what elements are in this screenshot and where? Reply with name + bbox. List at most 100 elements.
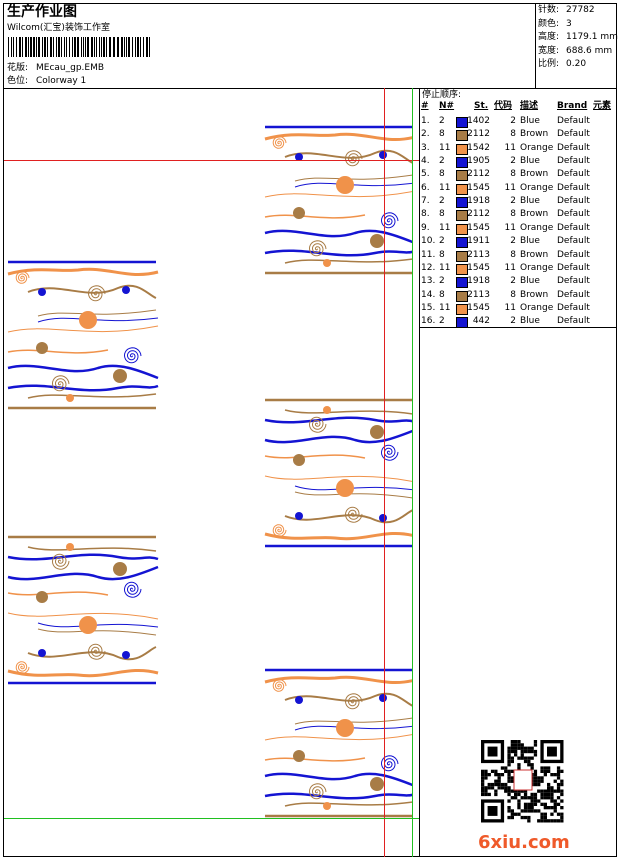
stitch-dot (293, 207, 305, 219)
qr-cell (517, 799, 521, 803)
qr-cell (547, 789, 551, 793)
stitch-line (284, 801, 412, 807)
qr-finder (487, 806, 498, 816)
qr-cell (530, 809, 534, 813)
row-index: 16. (421, 316, 436, 327)
qr-cell (487, 786, 491, 790)
stitch-dot (66, 543, 74, 551)
stitch-dot (122, 286, 130, 294)
stitch-line (15, 661, 30, 674)
color-swatch (456, 317, 468, 329)
stat-value: 27782 (566, 5, 595, 15)
stat-label: 比例: (538, 59, 560, 69)
description: Brown (520, 249, 549, 260)
stitch-dot (379, 514, 387, 522)
qr-cell (543, 789, 547, 793)
qr-finder (480, 740, 505, 764)
sequence-title: 停止顺序: (422, 90, 462, 100)
qr-cell (527, 819, 531, 823)
stitch-dot (336, 479, 354, 497)
qr-cell (560, 819, 564, 823)
bar (13, 37, 14, 57)
stitch-line (7, 364, 159, 380)
bar (99, 37, 100, 57)
stitches: 1545 (467, 302, 490, 313)
bar (140, 37, 141, 57)
qr-cell (560, 799, 564, 803)
qr-cell (520, 815, 524, 820)
stitch-line (51, 375, 70, 392)
qr-cell (481, 792, 485, 797)
stitch-line (37, 628, 157, 636)
qr-cell (537, 776, 541, 780)
qr-cell (510, 809, 514, 813)
qr-cell (550, 796, 554, 800)
stitch-line (264, 191, 412, 198)
needle: 2 (439, 236, 445, 247)
qr-cell (507, 779, 511, 783)
qr-logo (513, 769, 533, 791)
qr-cell (553, 799, 557, 803)
qr-cell (510, 812, 514, 816)
qr-cell (500, 786, 505, 790)
qr-cell (507, 799, 511, 803)
qr-cell (543, 792, 547, 797)
stitch-line (294, 491, 412, 499)
qr-cell (527, 763, 531, 767)
stitches: 1911 (467, 236, 490, 247)
qr-cell (514, 789, 518, 793)
code: 2 (510, 156, 516, 167)
qr-cell (520, 809, 524, 813)
qr-cell (550, 819, 554, 823)
qr-cell (533, 799, 538, 803)
watermark: 6xiu.com (478, 832, 570, 853)
qr-cell (481, 769, 485, 773)
stitches: 2113 (467, 249, 490, 260)
qr-cell (494, 789, 498, 793)
stat-label: 高度: (538, 32, 560, 42)
qr-cell (523, 789, 528, 793)
stitch-line (87, 285, 106, 302)
code: 11 (504, 182, 516, 193)
qr-cell (517, 756, 521, 760)
bar (47, 37, 48, 57)
qr-cell (543, 806, 547, 810)
bar (117, 37, 119, 57)
qr-cell (520, 743, 524, 747)
bar (124, 37, 125, 57)
row-index: 5. (421, 169, 430, 180)
stitch-dot (293, 750, 305, 762)
description: Blue (520, 156, 540, 167)
qr-cell (514, 743, 518, 747)
qr-cell (507, 806, 511, 810)
color-swatch (456, 170, 468, 182)
stitch-dot (336, 719, 354, 737)
column-header: 代码 (494, 101, 513, 111)
code: 11 (504, 302, 516, 313)
stitch-line (7, 267, 159, 276)
qr-finder (487, 746, 498, 757)
qr-cell (507, 769, 511, 773)
qr-cell (556, 766, 561, 770)
bar (149, 37, 150, 57)
qr-cell (556, 789, 561, 793)
description: Orange (520, 262, 554, 273)
stat-label: 颜色: (538, 18, 560, 29)
stitch-line (87, 643, 106, 660)
stitch-line (272, 136, 287, 149)
barcode (8, 37, 150, 57)
stitch-dot (38, 649, 46, 657)
studio: Wilcom(汇宝)装饰工作室 (7, 23, 110, 33)
qr-cell (507, 759, 511, 764)
qr-cell (514, 792, 518, 797)
qr-cell (507, 809, 511, 813)
code: 11 (504, 142, 516, 153)
row-index: 2. (421, 129, 430, 140)
bar (25, 37, 27, 57)
qr-cell (556, 786, 561, 790)
stitch-line (294, 485, 412, 491)
qr-cell (523, 815, 528, 820)
needle: 11 (439, 262, 451, 273)
needle: 2 (439, 116, 445, 126)
